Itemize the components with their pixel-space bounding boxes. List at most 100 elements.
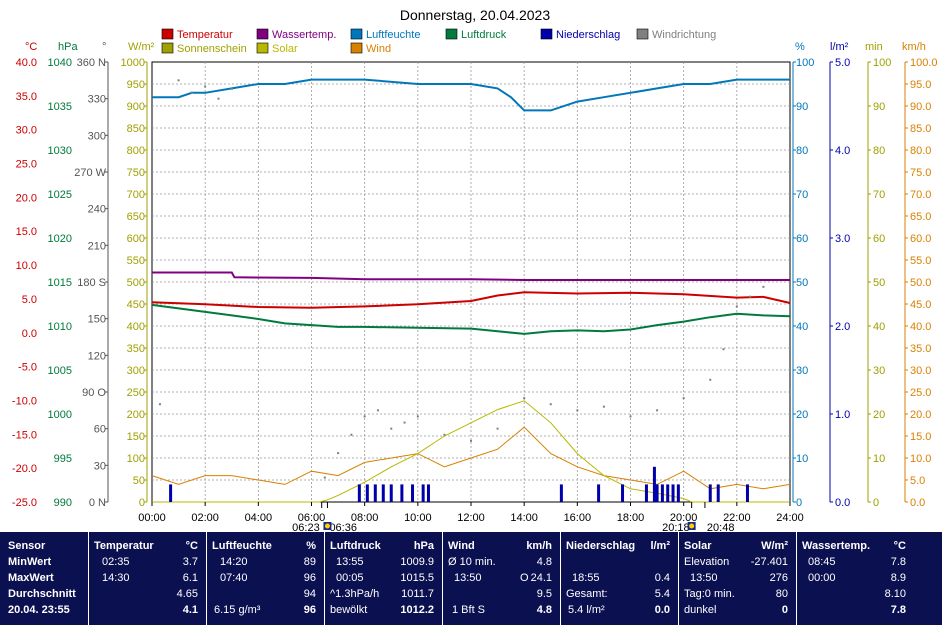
wind-direction-point (363, 415, 366, 418)
axis-tick-label: 35.0 (16, 91, 37, 103)
sensor-header: Sensor (8, 540, 46, 552)
axis-tick-label: 150 (88, 314, 106, 326)
axis-tick-label: 55.0 (910, 255, 931, 267)
axis-tick-label: 50 (796, 277, 808, 289)
axis-unit-label: ° (102, 41, 106, 53)
precipitation-bar (671, 484, 675, 502)
x-axis-tick-label: 24:00 (776, 512, 804, 524)
wind-unit: km/h (526, 540, 552, 552)
temperature-header: Temperatur (94, 540, 154, 552)
temperature-max-time: 14:30 (102, 572, 130, 584)
x-axis-tick-label: 08:00 (351, 512, 379, 524)
axis-tick-label: 30 (796, 365, 808, 377)
axis-tick-label: 4.0 (835, 145, 850, 157)
stats-separator (324, 532, 325, 625)
axis-tick-label: 210 (88, 240, 106, 252)
temperature-min-time: 02:35 (102, 556, 130, 568)
wind-avg10-label: Ø 10 min. (448, 556, 496, 568)
solar-elevation-label: Elevation (684, 556, 730, 568)
series-line (152, 78, 790, 112)
humidity-absolute: 6.15 g/m³ (214, 604, 261, 616)
rain-total-label: Gesamt: (566, 588, 608, 600)
rain-max-time: 18:55 (572, 572, 600, 584)
x-axis-tick-label: 00:00 (138, 512, 166, 524)
precipitation-bar (621, 484, 625, 502)
series-line (151, 426, 791, 490)
precipitation-bar (676, 484, 680, 502)
axis-tick-label: -5.0 (18, 362, 37, 374)
temperature-current: 4.1 (182, 604, 198, 616)
pressure-current: 1012.2 (400, 604, 434, 616)
wind-max-direction: O (520, 572, 529, 584)
x-axis-tick-label: 16:00 (564, 512, 592, 524)
axis-unit-label: W/m² (128, 41, 155, 53)
axis-tick-label: 30 (873, 365, 885, 377)
stats-rain-column: Niederschlag l/m² 18:55 0.4 Gesamt: 5.4 5.4… (562, 532, 676, 625)
wind-direction-point (496, 427, 499, 430)
precipitation-bar (411, 484, 415, 502)
stats-separator (88, 532, 89, 625)
wind-direction-point (158, 403, 161, 406)
axis-tick-label: 10.0 (910, 453, 931, 465)
sun-event-label: 06:36 (329, 522, 357, 532)
rain-max: 0.4 (654, 572, 670, 584)
pressure-min-time: 13:55 (336, 556, 364, 568)
axis-tick-label: 50 (873, 277, 885, 289)
axis-tick-label: 995 (54, 453, 72, 465)
axis-tick-label: 270 W (74, 167, 106, 179)
axis-tick-label: 35.0 (910, 343, 931, 355)
axis-tick-label: 300 (127, 365, 145, 377)
axis-tick-label: 50 (133, 475, 145, 487)
humidity-header: Luftfeuchte (212, 540, 272, 552)
series-line (151, 303, 791, 335)
axis-unit-label: l/m² (830, 41, 849, 53)
precipitation-bar (400, 484, 404, 502)
legend-swatch (350, 28, 363, 40)
precipitation-bar (655, 484, 659, 502)
axis-tick-label: 20.0 (910, 409, 931, 421)
axis-tick-label: -15.0 (12, 429, 37, 441)
pressure-header: Luftdruck (330, 540, 381, 552)
precipitation-bar (365, 484, 369, 502)
axis-tick-label: 0.0 (910, 497, 925, 509)
solar-max: 276 (769, 572, 788, 584)
legend-swatch (161, 28, 174, 40)
legend-swatch (161, 42, 174, 54)
wind-direction-point (337, 452, 340, 455)
water-min-time: 08:45 (808, 556, 836, 568)
legend-label: Luftfeuchte (366, 29, 420, 41)
row-label-current: 20.04. 23:55 (8, 604, 70, 616)
axis-tick-label: 30 (94, 460, 106, 472)
legend-swatch (445, 28, 458, 40)
wind-direction-point (443, 433, 446, 436)
x-axis-tick-label: 04:00 (245, 512, 273, 524)
x-axis-tick-label: 10:00 (404, 512, 432, 524)
wind-direction-point (390, 427, 393, 430)
stats-humidity-column: Luftfeuchte% 14:20 89 07:40 96 94 6.15 g/m… (208, 532, 322, 625)
axis-tick-label: 3.0 (835, 233, 850, 245)
axis-tick-label: 240 (88, 204, 106, 216)
legend-swatch (350, 42, 363, 54)
wind-direction-point (350, 433, 353, 436)
legend-swatch (256, 42, 269, 54)
pressure-avg: 1011.7 (401, 588, 434, 600)
precipitation-bar (559, 484, 563, 502)
chart-title: Donnerstag, 20.04.2023 (400, 7, 550, 23)
wind-direction-point (549, 403, 552, 406)
axis-tick-label: 40 (873, 321, 885, 333)
axis-tick-label: -20.0 (12, 463, 37, 475)
legend-label: Wassertemp. (272, 29, 336, 41)
axis-tick-label: 40 (796, 321, 808, 333)
axis-tick-label: 800 (127, 145, 145, 157)
axis-tick-label: 5.0 (910, 475, 925, 487)
x-axis: 00:00 02:00 04:00 06:00 08:00 10:00 12:00 14:00… (138, 502, 804, 524)
axis-tick-label: -25.0 (12, 497, 37, 509)
series-line (151, 291, 791, 309)
axis-unit-label: hPa (58, 41, 78, 53)
axis-tick-label: 40.0 (16, 57, 37, 69)
axis-tick-label: 360 N (77, 57, 106, 69)
axis-tick-label: 550 (127, 255, 145, 267)
precipitation-bar (666, 484, 670, 502)
wind-avg10: 4.8 (536, 556, 552, 568)
axis-tick-label: 25.0 (910, 387, 931, 399)
